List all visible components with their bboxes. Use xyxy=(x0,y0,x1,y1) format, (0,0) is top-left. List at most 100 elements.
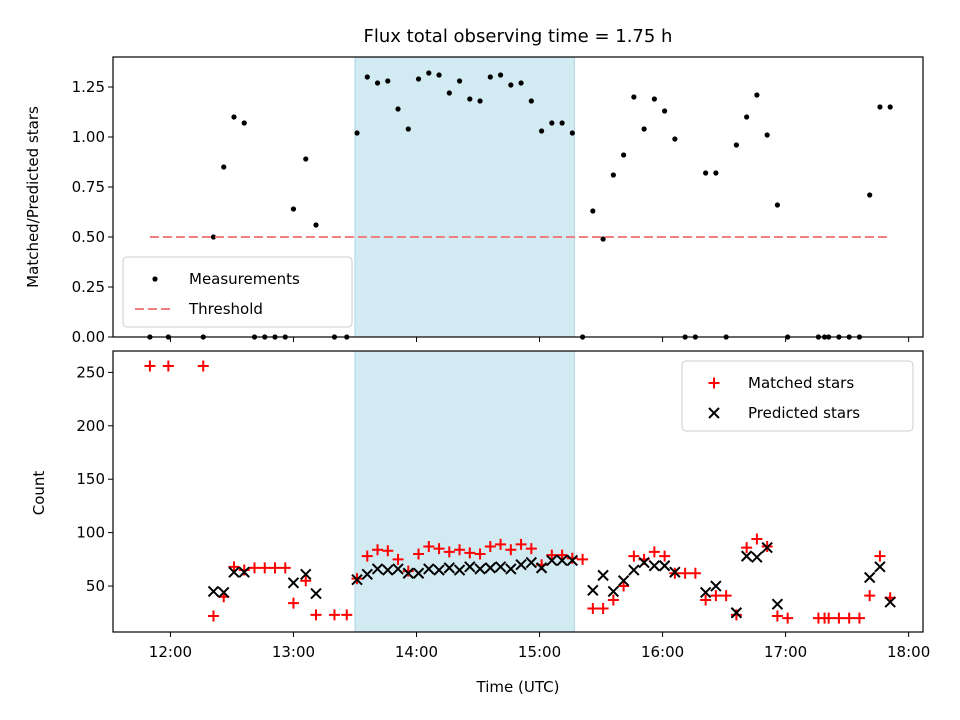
predicted-star-marker xyxy=(556,554,568,567)
measurement-point xyxy=(456,78,463,84)
measurement-point xyxy=(610,172,616,178)
measurement-point xyxy=(354,130,360,136)
predicted-star-marker xyxy=(648,560,661,572)
measurement-point xyxy=(405,126,411,132)
predicted-star-marker xyxy=(751,551,763,563)
measurement-point xyxy=(467,96,473,102)
matched-star-marker xyxy=(433,543,445,555)
measurement-point xyxy=(559,120,565,126)
predicted-star-marker xyxy=(218,586,230,599)
legend-label: Predicted stars xyxy=(748,404,860,422)
bottom-panel-plot: 12:00 13:00 14:00 15:00 16:00 17:00 18:00 50 100… xyxy=(76,350,930,661)
measurement-point xyxy=(703,170,709,176)
matched-star-marker xyxy=(505,544,517,556)
matched-star-marker xyxy=(495,538,507,550)
matched-star-marker xyxy=(392,553,404,565)
y-tick-label: 150 xyxy=(76,470,105,488)
matched-star-marker xyxy=(782,612,794,624)
measurement-point xyxy=(887,104,893,110)
measurement-point xyxy=(231,114,237,120)
matched-star-marker xyxy=(443,546,455,558)
predicted-star-marker xyxy=(484,562,497,574)
matched-star-marker xyxy=(700,594,712,606)
measurement-point xyxy=(538,128,545,134)
measurement-point xyxy=(528,98,534,104)
predicted-star-marker xyxy=(874,561,886,573)
x-tick-label: 13:00 xyxy=(272,643,315,661)
measurement-point xyxy=(662,108,668,114)
legend-label: Matched stars xyxy=(748,374,854,392)
matched-star-marker xyxy=(577,553,589,565)
measurement-point xyxy=(631,94,637,100)
measurement-point xyxy=(877,104,883,110)
measurement-point xyxy=(713,170,719,176)
shaded-interval xyxy=(354,350,575,633)
matched-star-marker xyxy=(587,602,599,614)
matched-star-marker xyxy=(454,544,466,556)
predicted-star-marker xyxy=(453,564,466,576)
matched-star-marker xyxy=(525,543,537,555)
matched-star-marker xyxy=(228,561,240,573)
matched-star-marker xyxy=(162,360,174,372)
measurement-point xyxy=(446,90,452,96)
matched-star-marker xyxy=(372,544,384,556)
matched-star-marker xyxy=(730,609,742,621)
x-tick-label: 12:00 xyxy=(149,643,192,661)
matched-star-marker xyxy=(300,575,312,587)
legend-box xyxy=(681,360,914,432)
y-tick-label: 1.25 xyxy=(72,78,105,96)
measurement-point xyxy=(641,126,647,132)
predicted-star-marker xyxy=(546,554,558,567)
predicted-star-marker xyxy=(351,573,363,586)
predicted-star-marker xyxy=(597,569,609,582)
predicted-star-marker xyxy=(863,571,876,584)
legend-label: Measurements xyxy=(189,270,300,288)
legend-box xyxy=(122,256,353,328)
predicted-star-marker xyxy=(310,587,322,600)
x-axis-label: Time (UTC) xyxy=(476,678,560,696)
matched-star-marker xyxy=(823,612,835,624)
predicted-star-marker xyxy=(371,563,384,575)
matched-star-marker xyxy=(423,541,435,553)
matched-star-marker xyxy=(310,609,322,621)
measurement-point xyxy=(303,156,309,162)
predicted-star-marker xyxy=(535,562,548,574)
predicted-star-marker xyxy=(761,541,773,554)
measurement-point xyxy=(754,92,760,98)
matched-star-marker xyxy=(515,538,527,550)
predicted-star-marker xyxy=(505,563,517,575)
matched-star-marker xyxy=(238,564,250,576)
top-y-axis-label: Matched/Predicted stars xyxy=(24,106,42,288)
matched-star-marker xyxy=(843,612,855,624)
predicted-star-marker xyxy=(238,566,250,578)
measurement-point xyxy=(374,80,381,86)
y-tick-label: 100 xyxy=(76,524,105,542)
measurement-point xyxy=(415,76,422,82)
matched-star-marker xyxy=(874,550,886,562)
matched-star-marker xyxy=(382,545,394,557)
x-tick-label: 18:00 xyxy=(887,643,930,661)
measurement-point xyxy=(436,72,442,78)
measurement-point xyxy=(364,74,370,80)
predicted-star-marker xyxy=(423,563,435,575)
measurement-point xyxy=(621,152,627,158)
y-tick-label: 1.00 xyxy=(72,128,105,146)
measurement-point xyxy=(549,120,555,126)
predicted-star-marker xyxy=(382,564,394,576)
predicted-star-marker xyxy=(669,566,681,578)
x-tick-label: 16:00 xyxy=(641,643,684,661)
matched-star-marker xyxy=(361,550,373,562)
x-tick-label: 15:00 xyxy=(518,643,561,661)
matched-star-marker xyxy=(771,610,783,622)
matched-star-marker xyxy=(741,542,753,554)
predicted-star-marker xyxy=(361,568,373,581)
measurement-point xyxy=(867,192,873,198)
measurement-point xyxy=(221,164,227,170)
predicted-star-marker xyxy=(474,563,486,575)
matched-star-marker xyxy=(207,610,219,622)
matched-star-marker xyxy=(269,562,281,574)
predicted-star-marker xyxy=(607,585,620,598)
legend-label: Threshold xyxy=(188,300,263,318)
measurement-point xyxy=(497,72,504,78)
